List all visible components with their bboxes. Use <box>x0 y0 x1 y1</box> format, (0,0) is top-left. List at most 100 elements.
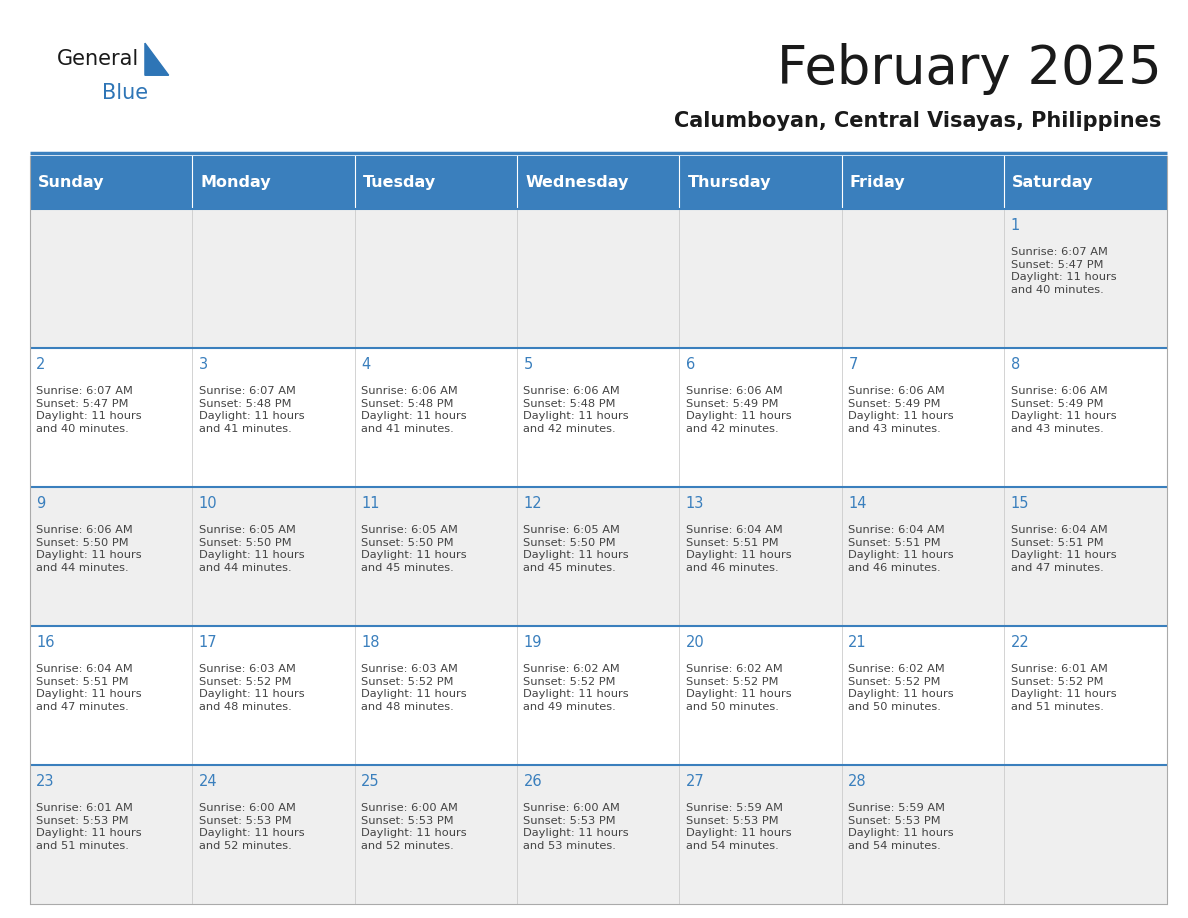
Text: 25: 25 <box>361 774 380 789</box>
Bar <box>1004 626 1167 766</box>
Bar <box>1004 487 1167 626</box>
Text: 13: 13 <box>685 496 704 510</box>
Text: 10: 10 <box>198 496 217 510</box>
Bar <box>192 209 354 348</box>
Bar <box>30 487 192 626</box>
Text: 9: 9 <box>36 496 45 510</box>
Bar <box>517 766 680 904</box>
Text: Sunrise: 6:07 AM
Sunset: 5:47 PM
Daylight: 11 hours
and 40 minutes.: Sunrise: 6:07 AM Sunset: 5:47 PM Dayligh… <box>1011 247 1117 296</box>
Text: Sunrise: 5:59 AM
Sunset: 5:53 PM
Daylight: 11 hours
and 54 minutes.: Sunrise: 5:59 AM Sunset: 5:53 PM Dayligh… <box>848 802 954 851</box>
Bar <box>1004 348 1167 487</box>
Text: 1: 1 <box>1011 218 1020 232</box>
Text: 17: 17 <box>198 634 217 650</box>
Text: Saturday: Saturday <box>1012 175 1094 190</box>
Bar <box>680 766 842 904</box>
Text: 7: 7 <box>848 356 858 372</box>
Text: Blue: Blue <box>102 83 148 103</box>
Text: February 2025: February 2025 <box>777 43 1162 95</box>
Text: Sunrise: 6:02 AM
Sunset: 5:52 PM
Daylight: 11 hours
and 50 minutes.: Sunrise: 6:02 AM Sunset: 5:52 PM Dayligh… <box>848 664 954 712</box>
Text: 12: 12 <box>524 496 542 510</box>
Bar <box>30 766 192 904</box>
Bar <box>842 626 1004 766</box>
Bar <box>517 348 680 487</box>
Bar <box>680 348 842 487</box>
Text: 16: 16 <box>36 634 55 650</box>
Text: Sunrise: 6:04 AM
Sunset: 5:51 PM
Daylight: 11 hours
and 46 minutes.: Sunrise: 6:04 AM Sunset: 5:51 PM Dayligh… <box>848 525 954 573</box>
Bar <box>517 156 680 209</box>
Text: Sunrise: 6:06 AM
Sunset: 5:48 PM
Daylight: 11 hours
and 42 minutes.: Sunrise: 6:06 AM Sunset: 5:48 PM Dayligh… <box>524 386 630 434</box>
Bar <box>842 487 1004 626</box>
Text: Monday: Monday <box>201 175 271 190</box>
Text: Sunrise: 6:04 AM
Sunset: 5:51 PM
Daylight: 11 hours
and 47 minutes.: Sunrise: 6:04 AM Sunset: 5:51 PM Dayligh… <box>1011 525 1117 573</box>
Text: Wednesday: Wednesday <box>525 175 628 190</box>
Bar <box>354 766 517 904</box>
Text: Sunrise: 6:07 AM
Sunset: 5:48 PM
Daylight: 11 hours
and 41 minutes.: Sunrise: 6:07 AM Sunset: 5:48 PM Dayligh… <box>198 386 304 434</box>
Text: 26: 26 <box>524 774 542 789</box>
Bar <box>680 487 842 626</box>
Text: Sunrise: 6:07 AM
Sunset: 5:47 PM
Daylight: 11 hours
and 40 minutes.: Sunrise: 6:07 AM Sunset: 5:47 PM Dayligh… <box>36 386 141 434</box>
Bar <box>30 348 192 487</box>
Text: 4: 4 <box>361 356 371 372</box>
Bar <box>517 209 680 348</box>
Bar <box>1004 209 1167 348</box>
Bar <box>354 156 517 209</box>
Bar <box>680 626 842 766</box>
Text: Sunrise: 6:05 AM
Sunset: 5:50 PM
Daylight: 11 hours
and 45 minutes.: Sunrise: 6:05 AM Sunset: 5:50 PM Dayligh… <box>361 525 467 573</box>
Text: Sunrise: 6:05 AM
Sunset: 5:50 PM
Daylight: 11 hours
and 44 minutes.: Sunrise: 6:05 AM Sunset: 5:50 PM Dayligh… <box>198 525 304 573</box>
Bar <box>192 487 354 626</box>
Bar <box>842 766 1004 904</box>
Text: 27: 27 <box>685 774 704 789</box>
Bar <box>192 156 354 209</box>
Text: Sunrise: 6:05 AM
Sunset: 5:50 PM
Daylight: 11 hours
and 45 minutes.: Sunrise: 6:05 AM Sunset: 5:50 PM Dayligh… <box>524 525 630 573</box>
Text: Sunrise: 6:01 AM
Sunset: 5:52 PM
Daylight: 11 hours
and 51 minutes.: Sunrise: 6:01 AM Sunset: 5:52 PM Dayligh… <box>1011 664 1117 712</box>
Text: Sunrise: 6:04 AM
Sunset: 5:51 PM
Daylight: 11 hours
and 46 minutes.: Sunrise: 6:04 AM Sunset: 5:51 PM Dayligh… <box>685 525 791 573</box>
Bar <box>1004 766 1167 904</box>
Text: 15: 15 <box>1011 496 1029 510</box>
Text: Sunrise: 5:59 AM
Sunset: 5:53 PM
Daylight: 11 hours
and 54 minutes.: Sunrise: 5:59 AM Sunset: 5:53 PM Dayligh… <box>685 802 791 851</box>
Bar <box>354 348 517 487</box>
Text: Sunrise: 6:00 AM
Sunset: 5:53 PM
Daylight: 11 hours
and 53 minutes.: Sunrise: 6:00 AM Sunset: 5:53 PM Dayligh… <box>524 802 630 851</box>
Bar <box>354 487 517 626</box>
Bar <box>30 209 192 348</box>
Polygon shape <box>145 43 169 75</box>
Text: 3: 3 <box>198 356 208 372</box>
Text: 11: 11 <box>361 496 379 510</box>
Text: 2: 2 <box>36 356 45 372</box>
Text: 23: 23 <box>36 774 55 789</box>
Text: Sunrise: 6:01 AM
Sunset: 5:53 PM
Daylight: 11 hours
and 51 minutes.: Sunrise: 6:01 AM Sunset: 5:53 PM Dayligh… <box>36 802 141 851</box>
Bar <box>30 156 192 209</box>
Bar <box>517 487 680 626</box>
Text: 14: 14 <box>848 496 867 510</box>
Text: Sunrise: 6:06 AM
Sunset: 5:50 PM
Daylight: 11 hours
and 44 minutes.: Sunrise: 6:06 AM Sunset: 5:50 PM Dayligh… <box>36 525 141 573</box>
Text: Sunrise: 6:06 AM
Sunset: 5:48 PM
Daylight: 11 hours
and 41 minutes.: Sunrise: 6:06 AM Sunset: 5:48 PM Dayligh… <box>361 386 467 434</box>
Text: Calumboyan, Central Visayas, Philippines: Calumboyan, Central Visayas, Philippines <box>675 111 1162 131</box>
Text: 24: 24 <box>198 774 217 789</box>
Text: Sunday: Sunday <box>38 175 105 190</box>
Text: 20: 20 <box>685 634 704 650</box>
Text: 5: 5 <box>524 356 532 372</box>
Text: Sunrise: 6:02 AM
Sunset: 5:52 PM
Daylight: 11 hours
and 50 minutes.: Sunrise: 6:02 AM Sunset: 5:52 PM Dayligh… <box>685 664 791 712</box>
Bar <box>192 348 354 487</box>
Text: Sunrise: 6:00 AM
Sunset: 5:53 PM
Daylight: 11 hours
and 52 minutes.: Sunrise: 6:00 AM Sunset: 5:53 PM Dayligh… <box>198 802 304 851</box>
Bar <box>842 209 1004 348</box>
Bar <box>680 156 842 209</box>
Text: 21: 21 <box>848 634 867 650</box>
Text: Sunrise: 6:06 AM
Sunset: 5:49 PM
Daylight: 11 hours
and 43 minutes.: Sunrise: 6:06 AM Sunset: 5:49 PM Dayligh… <box>1011 386 1117 434</box>
Text: Sunrise: 6:00 AM
Sunset: 5:53 PM
Daylight: 11 hours
and 52 minutes.: Sunrise: 6:00 AM Sunset: 5:53 PM Dayligh… <box>361 802 467 851</box>
Text: General: General <box>57 49 139 69</box>
Text: Friday: Friday <box>849 175 905 190</box>
Bar <box>30 626 192 766</box>
Text: Sunrise: 6:03 AM
Sunset: 5:52 PM
Daylight: 11 hours
and 48 minutes.: Sunrise: 6:03 AM Sunset: 5:52 PM Dayligh… <box>198 664 304 712</box>
Text: Sunrise: 6:06 AM
Sunset: 5:49 PM
Daylight: 11 hours
and 43 minutes.: Sunrise: 6:06 AM Sunset: 5:49 PM Dayligh… <box>848 386 954 434</box>
Text: Sunrise: 6:04 AM
Sunset: 5:51 PM
Daylight: 11 hours
and 47 minutes.: Sunrise: 6:04 AM Sunset: 5:51 PM Dayligh… <box>36 664 141 712</box>
Bar <box>192 766 354 904</box>
Bar <box>680 209 842 348</box>
Bar <box>842 156 1004 209</box>
Bar <box>517 626 680 766</box>
Bar <box>1004 156 1167 209</box>
Text: Sunrise: 6:03 AM
Sunset: 5:52 PM
Daylight: 11 hours
and 48 minutes.: Sunrise: 6:03 AM Sunset: 5:52 PM Dayligh… <box>361 664 467 712</box>
Text: 6: 6 <box>685 356 695 372</box>
Text: 8: 8 <box>1011 356 1020 372</box>
Bar <box>354 626 517 766</box>
Text: Tuesday: Tuesday <box>362 175 436 190</box>
